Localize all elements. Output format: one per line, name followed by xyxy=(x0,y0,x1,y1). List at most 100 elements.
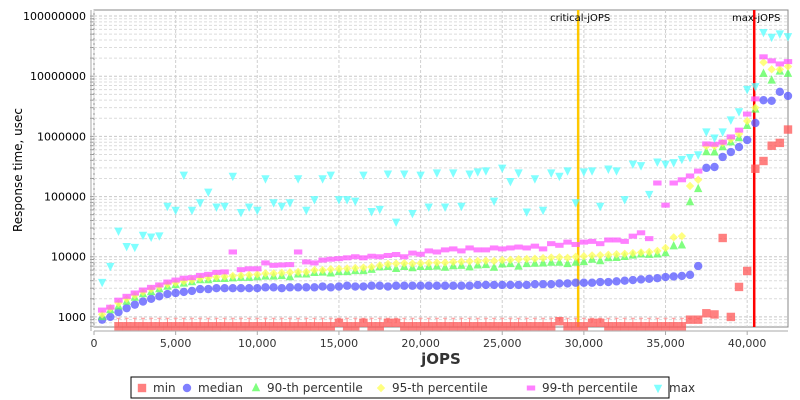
data-point xyxy=(351,197,360,207)
data-point xyxy=(596,277,605,287)
data-point xyxy=(514,169,523,178)
data-point xyxy=(187,275,197,281)
data-point xyxy=(359,282,368,291)
x-tick-label: 25,000 xyxy=(483,337,522,350)
data-point xyxy=(342,322,352,331)
data-point xyxy=(530,243,540,249)
data-point xyxy=(489,256,499,266)
data-point xyxy=(171,206,180,216)
data-point xyxy=(775,138,785,148)
data-point xyxy=(555,172,564,182)
data-point xyxy=(661,243,670,253)
data-point xyxy=(457,322,466,331)
data-point xyxy=(277,322,286,331)
data-point xyxy=(653,180,662,186)
legend-label: 95-th percentile xyxy=(392,381,488,395)
data-point xyxy=(424,281,433,290)
data-point xyxy=(547,241,556,247)
data-point xyxy=(742,85,752,95)
data-point xyxy=(498,164,507,174)
data-point xyxy=(563,239,572,245)
data-point xyxy=(530,322,540,331)
data-point xyxy=(685,196,695,206)
data-point xyxy=(653,246,662,256)
data-point xyxy=(767,58,776,64)
data-point xyxy=(677,240,687,249)
data-point xyxy=(669,240,678,250)
y-tick-label: 1000000 xyxy=(37,130,86,143)
data-point xyxy=(596,255,605,265)
data-point xyxy=(473,247,482,253)
data-point xyxy=(269,322,278,331)
data-point xyxy=(547,322,556,331)
data-point xyxy=(432,281,442,290)
data-point xyxy=(555,279,564,288)
data-point xyxy=(547,279,556,289)
data-point xyxy=(653,158,662,167)
data-point xyxy=(571,278,580,287)
data-point xyxy=(163,279,172,285)
data-point xyxy=(734,129,744,139)
data-point xyxy=(742,135,752,145)
data-point xyxy=(310,322,319,331)
data-point xyxy=(636,230,646,236)
data-point xyxy=(367,262,376,272)
data-point xyxy=(302,259,311,265)
data-point xyxy=(171,288,180,298)
data-point xyxy=(114,297,123,303)
data-point xyxy=(636,248,646,257)
data-point xyxy=(318,265,327,275)
data-point xyxy=(587,318,597,327)
data-point xyxy=(318,257,327,263)
data-point xyxy=(775,61,785,67)
data-point xyxy=(114,307,123,317)
data-point xyxy=(195,274,205,283)
data-point xyxy=(228,284,237,293)
data-point xyxy=(187,286,197,296)
data-point xyxy=(342,196,352,205)
data-point xyxy=(775,30,785,39)
data-point xyxy=(604,250,613,259)
data-point xyxy=(122,242,131,252)
data-point xyxy=(269,199,278,208)
data-point xyxy=(440,247,450,253)
data-point xyxy=(342,264,352,273)
data-point xyxy=(481,280,491,290)
data-point xyxy=(571,257,580,266)
data-point xyxy=(220,202,229,212)
data-point xyxy=(416,251,425,257)
x-tick-label: 30,000 xyxy=(565,337,604,350)
data-point xyxy=(302,267,311,277)
data-point xyxy=(424,203,433,212)
data-point xyxy=(759,28,768,38)
data-point xyxy=(465,322,474,331)
data-point xyxy=(359,318,368,327)
data-point xyxy=(204,188,213,198)
data-point xyxy=(400,322,409,331)
data-point xyxy=(212,269,221,275)
data-point xyxy=(645,274,654,284)
annotation-label: max-jOPS xyxy=(732,13,780,24)
data-point xyxy=(604,277,613,287)
data-point xyxy=(130,300,140,309)
data-point xyxy=(351,282,360,291)
data-point xyxy=(685,173,695,179)
data-point xyxy=(146,294,156,304)
data-point xyxy=(269,262,278,268)
data-point xyxy=(604,322,613,331)
data-point xyxy=(179,287,189,297)
data-point xyxy=(702,309,711,318)
data-point xyxy=(367,208,376,217)
series-99-th-percentile xyxy=(97,54,793,313)
data-point xyxy=(628,160,638,170)
data-point xyxy=(636,275,646,284)
data-point xyxy=(367,281,376,290)
data-point xyxy=(669,180,678,186)
data-point xyxy=(465,281,474,290)
legend-box xyxy=(130,376,670,399)
data-point xyxy=(171,277,180,283)
legend-marker-0 xyxy=(137,383,147,393)
data-point xyxy=(228,322,237,331)
data-point xyxy=(653,274,662,283)
data-point xyxy=(449,281,458,290)
